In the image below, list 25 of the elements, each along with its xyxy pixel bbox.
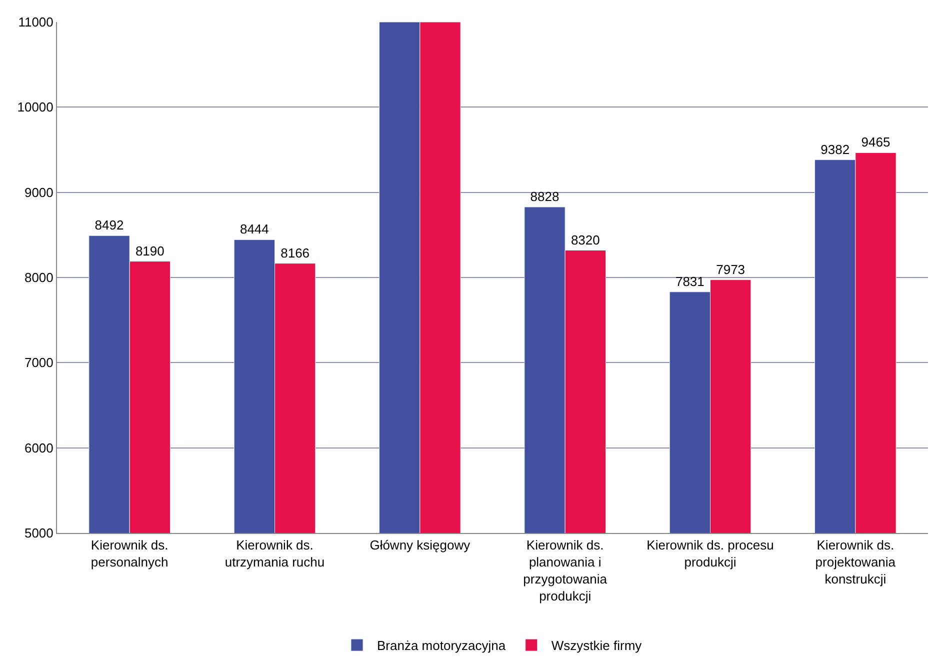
x-tick-label: Kierownik ds. planowania i przygotowania produkcji bbox=[523, 538, 608, 604]
x-tick-label: Główny księgowy bbox=[370, 538, 471, 553]
data-label: 8320 bbox=[570, 232, 600, 248]
x-tick-label: Kierownik ds. procesu produkcji bbox=[646, 538, 774, 570]
data-label: 9382 bbox=[820, 142, 850, 157]
legend-label: Wszystkie firmy bbox=[551, 638, 642, 654]
data-label: 7973 bbox=[716, 262, 746, 277]
data-label: 9465 bbox=[861, 134, 890, 150]
x-tick-label: Kierownik ds. personalnych bbox=[90, 538, 168, 570]
data-label: 8828 bbox=[530, 188, 560, 204]
data-label: 8444 bbox=[240, 222, 269, 237]
y-tick-label: 8000 bbox=[24, 270, 54, 286]
x-tick-label: Kierownik ds. projektowania konstrukcji bbox=[815, 538, 896, 586]
y-tick-label: 5000 bbox=[24, 526, 54, 541]
y-tick-label: 9000 bbox=[24, 184, 54, 200]
legend-label: Branża motoryzacyjna bbox=[377, 638, 506, 654]
data-label: 8190 bbox=[135, 243, 164, 258]
data-label: 7831 bbox=[675, 274, 704, 289]
y-tick-label: 7000 bbox=[24, 355, 54, 370]
y-tick-label: 6000 bbox=[24, 440, 54, 456]
data-label: 8492 bbox=[94, 218, 124, 233]
y-tick-label: 11000 bbox=[18, 14, 54, 30]
x-tick-label: Kierownik ds. utrzymania ruchu bbox=[224, 538, 325, 570]
data-label: 8166 bbox=[280, 245, 310, 260]
y-tick-label: 10000 bbox=[17, 100, 54, 115]
